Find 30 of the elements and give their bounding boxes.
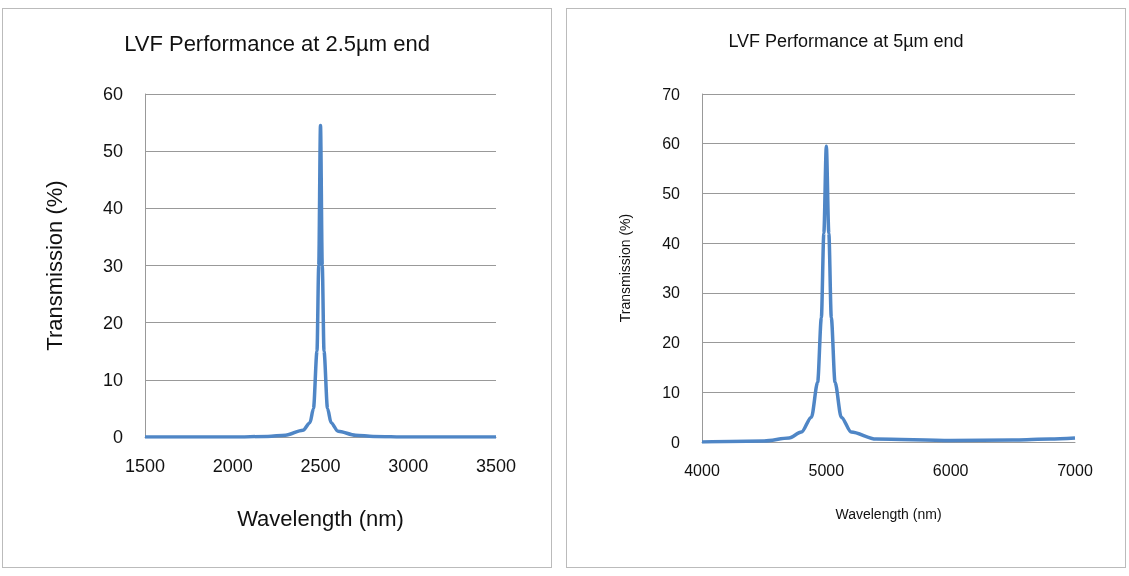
y-tick-label: 40	[102, 198, 123, 219]
y-tick-label: 40	[662, 234, 681, 252]
x-tick-label: 2000	[212, 456, 253, 476]
y-tick-label: 60	[102, 84, 123, 104]
chart-title: LVF Performance at 2.5µm end	[124, 30, 430, 56]
y-tick-label: 10	[662, 383, 681, 401]
x-tick-label: 7000	[1057, 461, 1093, 479]
x-tick-label: 5000	[808, 461, 845, 479]
y-tick-label: 50	[102, 141, 123, 162]
y-axis-title: Transmission (%)	[41, 180, 67, 351]
y-tick-label: 0	[112, 427, 123, 447]
y-tick-label: 70	[662, 85, 681, 103]
y-tick-label: 10	[102, 369, 123, 390]
x-axis-title: Wavelength (nm)	[835, 506, 942, 522]
x-tick-label: 6000	[932, 461, 969, 479]
x-tick-label: 2500	[300, 456, 341, 476]
y-tick-label: 60	[662, 135, 681, 153]
x-axis-title: Wavelength (nm)	[237, 505, 404, 531]
y-tick-label: 20	[662, 334, 681, 352]
y-tick-label: 20	[102, 312, 123, 333]
chart-title: LVF Performance at 5µm end	[728, 31, 964, 51]
x-tick-label: 3500	[475, 456, 517, 476]
x-tick-label: 3000	[388, 456, 429, 476]
y-axis-title: Transmission (%)	[617, 213, 633, 323]
x-tick-label: 1500	[124, 456, 166, 476]
y-tick-label: 0	[671, 433, 681, 451]
y-tick-label: 30	[662, 284, 681, 302]
y-tick-label: 30	[102, 255, 123, 276]
x-tick-label: 4000	[684, 461, 720, 479]
y-tick-label: 50	[662, 184, 681, 202]
